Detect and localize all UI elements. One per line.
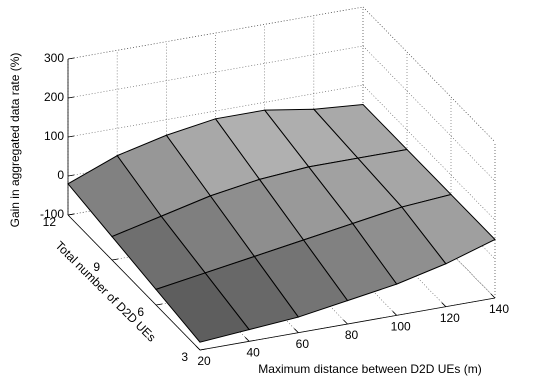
z-tick bbox=[67, 96, 75, 99]
x-tick-label: 120 bbox=[440, 311, 460, 325]
z-tick bbox=[67, 57, 75, 60]
y-tick bbox=[199, 348, 207, 351]
x-tick-label: 140 bbox=[489, 302, 509, 316]
z-axis-label: Gain in aggregated data rate (%) bbox=[8, 53, 22, 228]
x-axis-label: Maximum distance between D2D UEs (m) bbox=[258, 362, 481, 376]
y-tick-label: 6 bbox=[137, 305, 144, 319]
y-tick bbox=[67, 213, 75, 216]
y-axis bbox=[67, 214, 201, 351]
x-tick bbox=[195, 345, 201, 351]
x-tick-label: 20 bbox=[197, 354, 211, 368]
x-tick-label: 40 bbox=[246, 346, 260, 360]
y-tick bbox=[111, 258, 119, 261]
x-tick bbox=[392, 311, 397, 316]
x-tick-label: 100 bbox=[391, 320, 411, 334]
x-tick bbox=[294, 328, 299, 333]
box-edge bbox=[67, 6, 364, 60]
grid-line bbox=[362, 6, 496, 143]
z-tick-label: 300 bbox=[44, 51, 64, 65]
y-tick bbox=[155, 303, 163, 306]
grid-line bbox=[67, 6, 364, 60]
x-tick-label: 60 bbox=[296, 337, 310, 351]
y-tick-label: 3 bbox=[181, 350, 188, 364]
y-tick-label: 12 bbox=[43, 215, 57, 229]
z-tick-label: 0 bbox=[57, 168, 64, 182]
z-tick-label: 200 bbox=[44, 90, 64, 104]
z-tick-label: 100 bbox=[44, 129, 64, 143]
x-tick bbox=[343, 319, 348, 325]
x-tick-label: 80 bbox=[345, 328, 359, 342]
z-tick bbox=[67, 174, 75, 177]
box-edge bbox=[362, 6, 496, 143]
x-tick bbox=[441, 302, 447, 307]
surface-patch bbox=[155, 272, 251, 343]
x-tick bbox=[490, 293, 496, 299]
x-tick bbox=[244, 337, 250, 342]
z-tick bbox=[67, 135, 75, 138]
z-tick-label: -100 bbox=[40, 207, 64, 221]
y-tick-label: 9 bbox=[93, 260, 100, 274]
